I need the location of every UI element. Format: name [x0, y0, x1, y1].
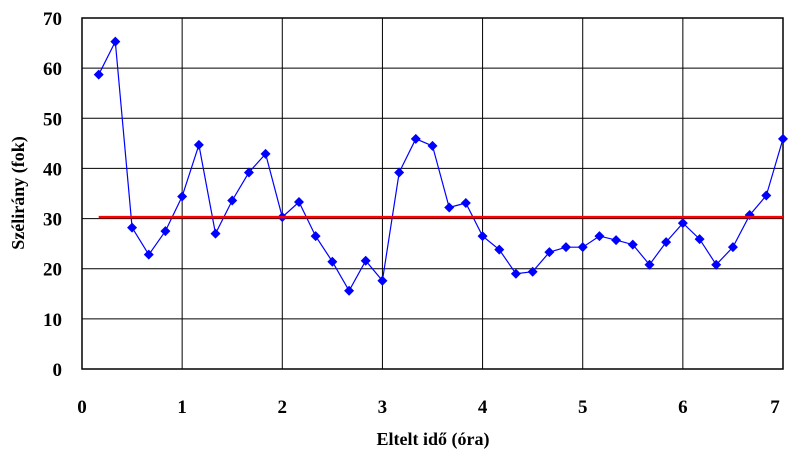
series-0 — [93, 36, 788, 296]
x-tick-label: 4 — [478, 397, 488, 418]
data-point — [377, 275, 388, 286]
series-layer — [93, 36, 788, 296]
data-point — [394, 167, 405, 178]
data-point — [444, 202, 455, 213]
data-point — [611, 235, 622, 246]
data-point — [527, 266, 538, 277]
data-point — [327, 256, 338, 267]
data-point — [761, 190, 772, 201]
data-point — [727, 242, 738, 253]
series-line — [98, 39, 784, 293]
y-axis-ticks: 0 10 20 30 40 50 60 70 — [43, 9, 62, 381]
data-point — [627, 239, 638, 250]
x-tick-label: 7 — [770, 397, 780, 418]
data-point — [661, 237, 672, 248]
data-point — [427, 140, 438, 151]
data-point — [294, 197, 305, 208]
y-tick-label: 0 — [53, 360, 63, 381]
data-point — [594, 231, 605, 242]
y-tick-label: 50 — [43, 109, 62, 130]
x-tick-label: 0 — [77, 397, 87, 418]
data-point — [544, 247, 555, 258]
x-tick-label: 6 — [678, 397, 688, 418]
gridlines — [81, 17, 784, 370]
x-tick-label: 5 — [578, 397, 588, 418]
data-point — [243, 167, 254, 178]
y-axis-title: Szélirány (fok) — [8, 136, 29, 249]
data-point — [93, 69, 104, 80]
x-axis-ticks: 0 1 2 3 4 5 6 7 — [77, 397, 780, 418]
data-point — [143, 249, 154, 260]
data-point — [477, 231, 488, 242]
y-tick-label: 20 — [43, 260, 62, 281]
data-point — [494, 244, 505, 255]
x-tick-label: 3 — [378, 397, 388, 418]
data-point — [310, 231, 321, 242]
data-point — [193, 139, 204, 150]
data-point — [711, 259, 722, 270]
data-point — [344, 285, 355, 296]
data-point — [677, 218, 688, 229]
data-point — [160, 226, 171, 237]
data-point — [510, 268, 521, 279]
y-tick-label: 10 — [43, 310, 62, 331]
data-point — [778, 133, 788, 144]
data-point — [360, 255, 371, 266]
data-point — [560, 242, 571, 253]
x-axis-title: Eltelt idő (óra) — [377, 429, 490, 450]
data-point — [644, 259, 655, 270]
data-point — [177, 191, 188, 202]
data-point — [127, 222, 138, 233]
y-tick-label: 60 — [43, 59, 62, 80]
data-point — [110, 36, 121, 47]
y-tick-label: 30 — [43, 210, 62, 231]
y-tick-label: 70 — [43, 9, 62, 30]
data-point — [227, 195, 238, 206]
x-tick-label: 2 — [278, 397, 288, 418]
data-point — [210, 228, 221, 239]
data-point — [410, 133, 421, 144]
x-tick-label: 1 — [177, 397, 187, 418]
data-point — [260, 148, 271, 159]
plot-area — [81, 17, 784, 370]
data-point — [694, 234, 705, 245]
data-point — [577, 242, 588, 253]
data-point — [460, 198, 471, 209]
y-tick-label: 40 — [43, 159, 62, 180]
